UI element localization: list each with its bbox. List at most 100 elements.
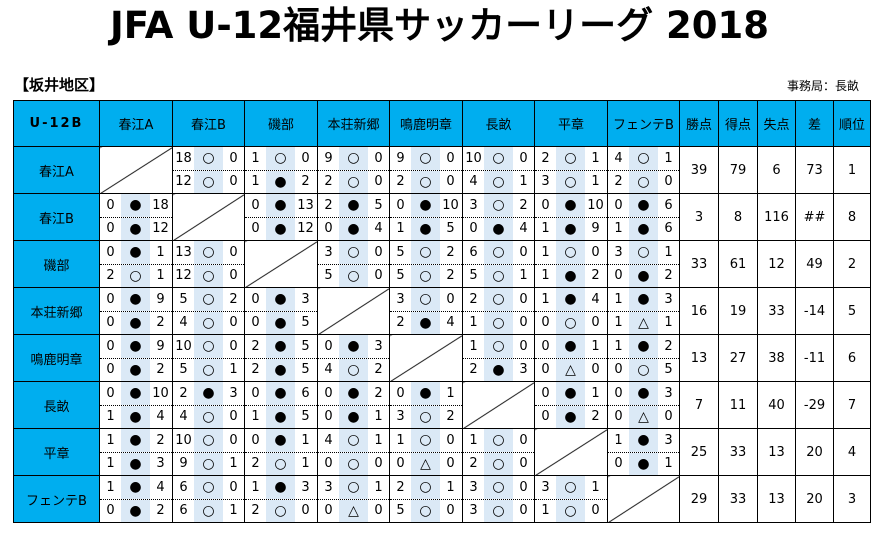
score-for: 3 xyxy=(541,479,550,495)
score-against: 6 xyxy=(664,197,673,213)
score-for: 2 xyxy=(106,268,115,284)
score-for: 6 xyxy=(179,479,188,495)
score-for: 1 xyxy=(541,503,550,519)
score-against: 5 xyxy=(374,197,383,213)
score-against: 5 xyxy=(446,221,455,237)
goals-for-cell: 79 xyxy=(718,146,758,194)
result-mark: ● xyxy=(629,264,658,287)
match-line: 2 ○ 0 xyxy=(246,499,317,522)
score-against: 3 xyxy=(229,385,238,401)
match-line: 0 ● 2 xyxy=(101,358,172,381)
score-for: 3 xyxy=(541,174,550,190)
match-line: 4 ○ 2 xyxy=(319,358,389,381)
result-mark: ● xyxy=(339,382,368,405)
goals-for-cell: 61 xyxy=(718,240,758,288)
rank-cell: 8 xyxy=(833,193,871,241)
match-line: 5 ○ 2 xyxy=(390,241,462,265)
score-for: 0 xyxy=(106,338,115,354)
score-for: 2 xyxy=(179,385,188,401)
match-result-cell: 0 ● 1 2 ○ 1 xyxy=(99,240,173,288)
result-mark: ● xyxy=(411,194,440,217)
score-against: 0 xyxy=(519,503,528,519)
score-against: 1 xyxy=(301,432,310,448)
score-for: 0 xyxy=(614,456,623,472)
match-line: 0 ● 1 xyxy=(535,335,607,359)
score-for: 2 xyxy=(469,456,478,472)
match-line: 5 ○ 1 xyxy=(464,264,534,287)
goal-diff-cell: 73 xyxy=(795,146,834,194)
score-for: 6 xyxy=(179,503,188,519)
score-for: 0 xyxy=(106,221,115,237)
match-line: 1 ● 2 xyxy=(246,170,317,193)
match-line: 4 ○ 0 xyxy=(174,405,244,428)
match-line: 1 ● 3 xyxy=(101,452,172,475)
score-against: 2 xyxy=(301,174,310,190)
score-against: 0 xyxy=(519,479,528,495)
score-against: 1 xyxy=(591,150,600,166)
result-mark: ○ xyxy=(484,429,513,452)
match-line: 1 ● 4 xyxy=(535,288,607,312)
points-cell: 13 xyxy=(679,334,719,382)
score-for: 1 xyxy=(469,432,478,448)
match-line: 18 ○ 0 xyxy=(173,147,244,171)
score-against: 10 xyxy=(152,385,169,401)
match-line: 0 ● 9 xyxy=(100,335,172,359)
match-line: 3 ○ 1 xyxy=(318,476,389,500)
division-label: U-12B xyxy=(13,100,100,147)
score-for: 10 xyxy=(175,338,192,354)
goals-against-cell: 6 xyxy=(757,146,796,194)
match-line: 4 ○ 1 xyxy=(318,429,389,453)
result-mark: ● xyxy=(266,194,295,217)
match-line: 0 ● 2 xyxy=(101,311,172,334)
match-line: 0 ● 2 xyxy=(318,382,389,406)
match-line: 0 ● 2 xyxy=(536,405,607,428)
result-mark: ○ xyxy=(194,405,223,428)
result-mark: ○ xyxy=(411,476,440,499)
result-mark: ○ xyxy=(411,405,440,428)
score-for: 3 xyxy=(469,479,478,495)
row-team-name: 長畝 xyxy=(13,381,100,429)
score-for: 9 xyxy=(179,456,188,472)
self-match-cell xyxy=(607,475,680,523)
result-mark: ○ xyxy=(556,476,585,499)
match-result-cell: 1 ○ 0 0 △ 0 xyxy=(389,428,463,476)
score-for: 4 xyxy=(179,409,188,425)
result-mark: ● xyxy=(411,382,440,405)
result-mark: ○ xyxy=(194,429,223,452)
result-mark: ● xyxy=(266,405,295,428)
score-against: 0 xyxy=(229,338,238,354)
score-against: 0 xyxy=(301,503,310,519)
score-for: 2 xyxy=(614,174,623,190)
score-for: 12 xyxy=(175,174,192,190)
score-against: 1 xyxy=(591,385,600,401)
result-mark: ○ xyxy=(484,264,513,287)
result-mark: ○ xyxy=(484,147,513,170)
score-for: 1 xyxy=(541,291,550,307)
score-against: 1 xyxy=(446,479,455,495)
score-against: 0 xyxy=(446,291,455,307)
score-against: 0 xyxy=(591,503,600,519)
rank-cell: 4 xyxy=(833,428,871,476)
match-line: 3 ○ 1 xyxy=(535,476,607,500)
score-for: 2 xyxy=(469,291,478,307)
match-line: 0 △ 0 xyxy=(319,499,389,522)
result-mark: ● xyxy=(121,429,150,452)
match-line: 10 ○ 0 xyxy=(173,335,244,359)
match-result-cell: 0 ● 3 0 ● 5 xyxy=(244,287,318,335)
result-mark: ● xyxy=(266,429,295,452)
score-for: 0 xyxy=(614,385,623,401)
score-for: 0 xyxy=(251,221,260,237)
points-cell: 33 xyxy=(679,240,719,288)
result-mark: ● xyxy=(339,194,368,217)
score-for: 4 xyxy=(179,315,188,331)
match-result-cell: 0 ● 6 1 ● 5 xyxy=(244,381,318,429)
score-for: 0 xyxy=(324,221,333,237)
score-against: 0 xyxy=(446,503,455,519)
score-for: 3 xyxy=(469,197,478,213)
match-line: 2 ○ 0 xyxy=(319,170,389,193)
score-for: 0 xyxy=(251,385,260,401)
match-result-cell: 2 ○ 1 3 ○ 1 xyxy=(534,146,608,194)
result-mark: ○ xyxy=(629,147,658,170)
result-mark: ○ xyxy=(339,452,368,475)
result-mark: ● xyxy=(121,405,150,428)
